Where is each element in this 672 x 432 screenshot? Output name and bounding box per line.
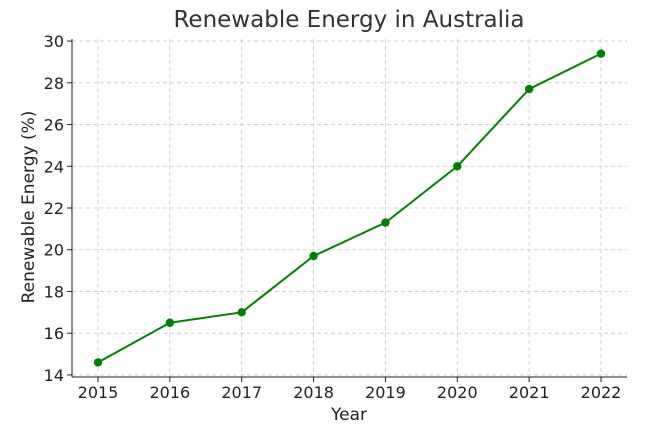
x-tick-label: 2016 <box>149 383 190 402</box>
data-point <box>453 162 462 171</box>
data-point <box>93 358 103 367</box>
x-tick-label: 2015 <box>78 383 119 402</box>
y-tick-label: 24 <box>44 157 64 176</box>
x-tick-label: 2021 <box>509 383 550 402</box>
y-tick-label: 26 <box>44 116 64 135</box>
x-tick-label: 2020 <box>437 383 478 402</box>
y-tick-label: 20 <box>44 241 64 260</box>
data-point <box>309 251 318 261</box>
data-point <box>596 49 606 58</box>
y-tick-label: 14 <box>44 366 64 385</box>
y-tick-label: 22 <box>44 199 64 218</box>
data-point <box>381 218 390 227</box>
x-axis-ticks: 2015 2016 2017 2018 2019 2020 2021 2022 <box>78 377 622 402</box>
x-axis-label: Year <box>330 405 367 425</box>
y-axis-label: Renewable Energy (%) <box>19 111 39 304</box>
y-tick-label: 18 <box>44 282 64 301</box>
data-point <box>524 84 534 94</box>
x-tick-label: 2022 <box>581 383 622 402</box>
x-tick-label: 2019 <box>365 383 406 402</box>
y-tick-label: 28 <box>44 74 64 93</box>
data-point <box>165 318 175 327</box>
y-tick-label: 30 <box>44 32 64 51</box>
x-tick-label: 2017 <box>221 383 262 402</box>
series <box>93 49 606 367</box>
data-point <box>237 308 246 317</box>
grid <box>72 39 627 377</box>
y-axis-ticks: 14 16 18 20 22 24 26 28 30 <box>44 32 72 385</box>
series-line-0 <box>97 52 602 364</box>
x-tick-label: 2018 <box>293 383 334 402</box>
y-tick-label: 16 <box>44 324 64 343</box>
chart-title: Renewable Energy in Australia <box>173 7 524 33</box>
